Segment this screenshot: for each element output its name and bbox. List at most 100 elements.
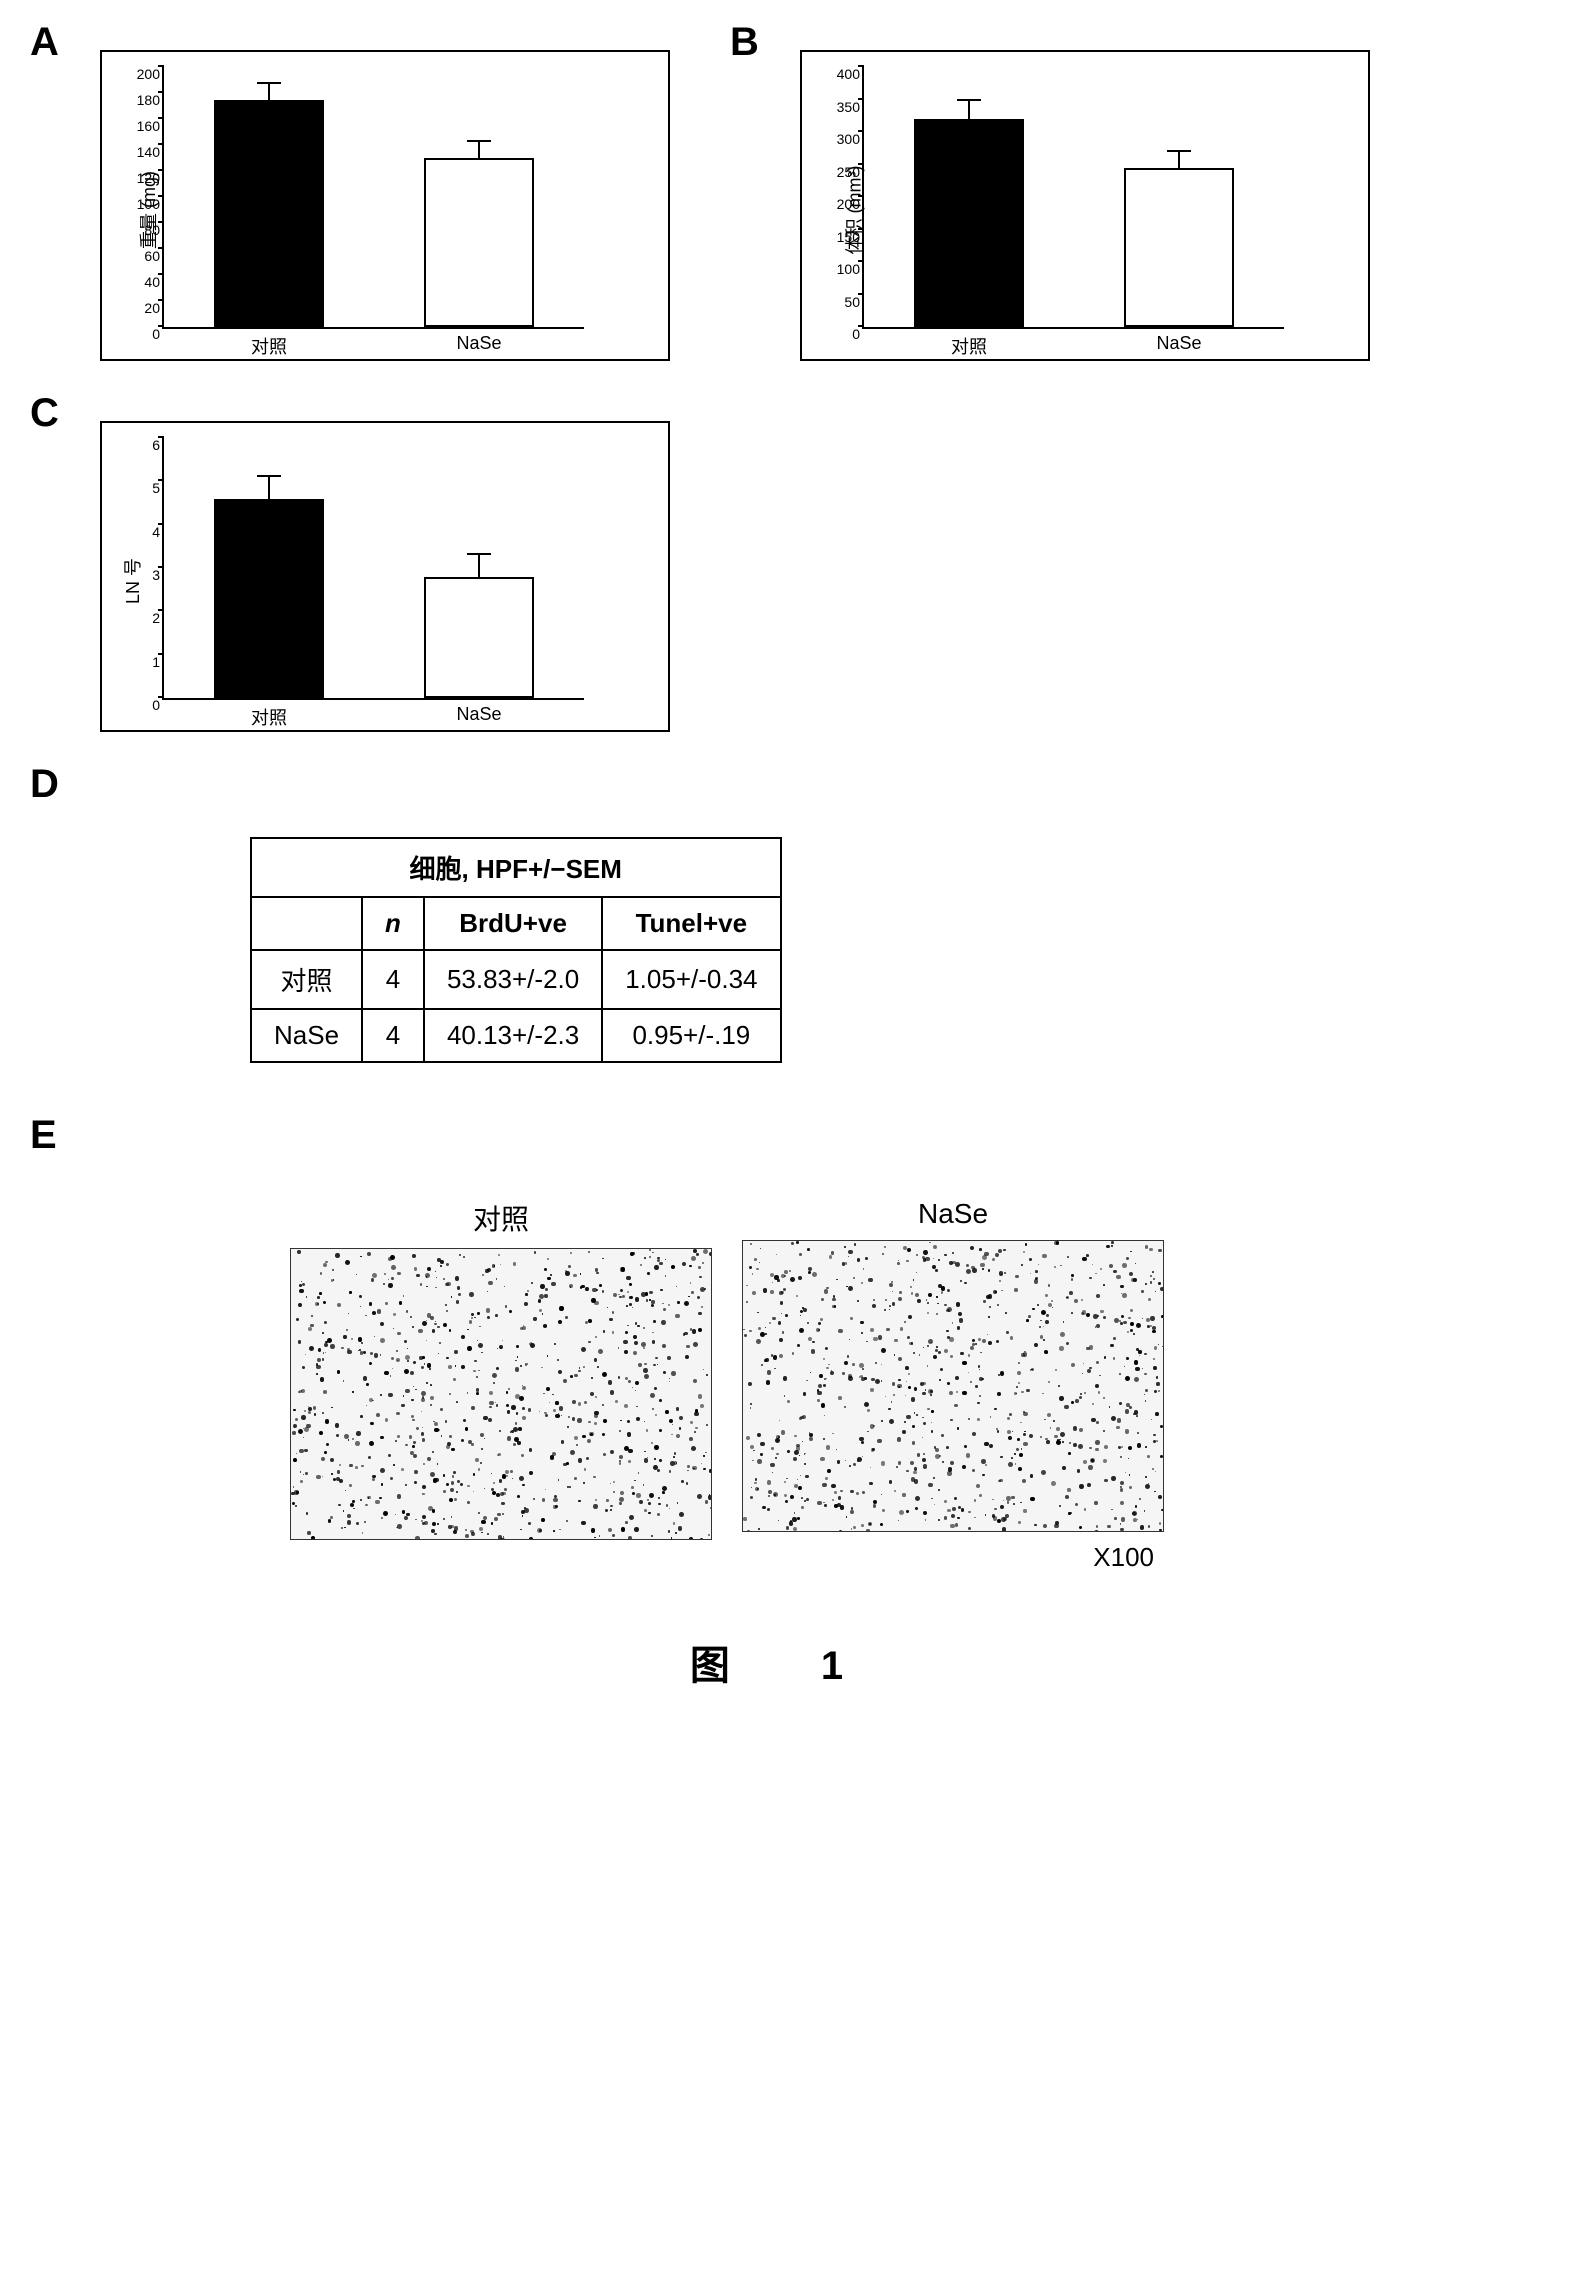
image-row: 对照 NaSe X100 — [290, 1198, 1543, 1573]
y-tick: 140 — [137, 144, 164, 160]
y-tick-mark — [158, 221, 164, 223]
panel-label-E: E — [30, 1113, 1543, 1158]
image-col: NaSe X100 — [742, 1198, 1164, 1573]
table-col-header: n — [362, 897, 424, 950]
y-tick: 6 — [152, 437, 164, 453]
y-tick: 350 — [837, 99, 864, 115]
panel-label-B: B — [730, 20, 759, 65]
y-tick-mark — [858, 130, 864, 132]
y-tick: 3 — [152, 567, 164, 583]
panel-E: E 对照NaSeX100 — [30, 1123, 1543, 1573]
row-c: C LN 号0123456对照NaSe — [30, 401, 1543, 732]
y-tick-mark — [158, 299, 164, 301]
table-col-header — [251, 897, 362, 950]
table-cell: 53.83+/-2.0 — [424, 950, 602, 1009]
y-tick-mark — [158, 273, 164, 275]
y-tick: 80 — [144, 222, 164, 238]
error-cap — [1167, 150, 1191, 152]
y-tick: 4 — [152, 524, 164, 540]
y-tick: 180 — [137, 92, 164, 108]
bar — [424, 577, 534, 698]
y-tick: 250 — [837, 164, 864, 180]
y-tick: 160 — [137, 118, 164, 134]
error-cap — [257, 475, 281, 477]
table-cell: NaSe — [251, 1009, 362, 1062]
error-bar — [268, 84, 270, 100]
y-tick-mark — [158, 653, 164, 655]
magnification-label: X100 — [742, 1542, 1164, 1573]
chart-box-B: 体积 (mm³)050100150200250300350400对照NaSe — [800, 50, 1370, 361]
table-row: 对照453.83+/-2.01.05+/-0.34 — [251, 950, 781, 1009]
table-cell: 4 — [362, 1009, 424, 1062]
y-tick: 200 — [137, 66, 164, 82]
chart-box-C: LN 号 0 1 2 3 4 5 6 对照 NaSe — [100, 421, 670, 732]
y-tick: 0 — [152, 326, 164, 342]
y-tick-mark — [158, 117, 164, 119]
table-cell: 1.05+/-0.34 — [602, 950, 780, 1009]
row-ab: A 重量 (mg)020406080100120140160180200对照Na… — [30, 30, 1543, 361]
y-tick: 0 — [152, 697, 164, 713]
panel-D: D 细胞, HPF+/−SEMnBrdU+veTunel+ve对照453.83+… — [30, 772, 1543, 1063]
y-axis-label: LN 号 — [119, 558, 145, 604]
table-col-header: Tunel+ve — [602, 897, 780, 950]
y-tick-mark — [158, 325, 164, 327]
bar — [214, 100, 324, 328]
panel-B: B 体积 (mm³)050100150200250300350400对照NaSe — [730, 30, 1370, 361]
y-tick-mark — [858, 65, 864, 67]
y-tick-mark — [858, 325, 864, 327]
y-tick-mark — [158, 696, 164, 698]
table-col-header: BrdU+ve — [424, 897, 602, 950]
y-tick: 5 — [152, 480, 164, 496]
y-tick: 1 — [152, 654, 164, 670]
data-table: 细胞, HPF+/−SEMnBrdU+veTunel+ve对照453.83+/-… — [250, 837, 782, 1063]
y-tick: 20 — [144, 300, 164, 316]
error-cap — [957, 99, 981, 101]
y-tick: 150 — [837, 229, 864, 245]
x-label: NaSe — [1156, 327, 1201, 354]
x-label: NaSe — [456, 327, 501, 354]
error-bar — [268, 477, 270, 499]
bar — [424, 158, 534, 327]
figure-container: A 重量 (mg)020406080100120140160180200对照Na… — [30, 30, 1543, 1691]
y-tick-mark — [858, 293, 864, 295]
chart-area-C: LN 号0123456对照NaSe — [162, 438, 584, 700]
image-title: 对照 — [290, 1198, 712, 1238]
error-cap — [467, 553, 491, 555]
image-col: 对照 — [290, 1198, 712, 1573]
x-label: 对照 — [251, 327, 287, 359]
x-label: 对照 — [251, 698, 287, 730]
panel-label-A: A — [30, 20, 59, 65]
y-tick: 400 — [837, 66, 864, 82]
table-cell: 40.13+/-2.3 — [424, 1009, 602, 1062]
micrograph-control — [290, 1248, 712, 1540]
y-tick: 0 — [852, 326, 864, 342]
y-tick-mark — [158, 436, 164, 438]
panel-label-C: C — [30, 391, 59, 436]
micrograph-nase — [742, 1240, 1164, 1532]
bar — [1124, 168, 1234, 327]
y-tick: 40 — [144, 274, 164, 290]
y-tick: 120 — [137, 170, 164, 186]
y-tick: 200 — [837, 196, 864, 212]
y-tick-mark — [158, 609, 164, 611]
image-title: NaSe — [742, 1198, 1164, 1230]
error-bar — [478, 555, 480, 577]
table-cell: 对照 — [251, 950, 362, 1009]
y-tick: 2 — [152, 610, 164, 626]
y-tick-mark — [158, 523, 164, 525]
y-tick-mark — [158, 65, 164, 67]
chart-area-A: 重量 (mg)020406080100120140160180200对照NaSe — [162, 67, 584, 329]
x-label: NaSe — [456, 698, 501, 725]
y-tick-mark — [158, 479, 164, 481]
panel-A: A 重量 (mg)020406080100120140160180200对照Na… — [30, 30, 670, 361]
y-tick: 60 — [144, 248, 164, 264]
y-tick: 100 — [137, 196, 164, 212]
table-cell: 4 — [362, 950, 424, 1009]
table-cell: 0.95+/-.19 — [602, 1009, 780, 1062]
y-tick: 300 — [837, 131, 864, 147]
chart-area-B: 体积 (mm³)050100150200250300350400对照NaSe — [862, 67, 1284, 329]
y-tick-mark — [158, 169, 164, 171]
error-bar — [478, 142, 480, 158]
y-tick: 50 — [844, 294, 864, 310]
y-tick-mark — [158, 91, 164, 93]
